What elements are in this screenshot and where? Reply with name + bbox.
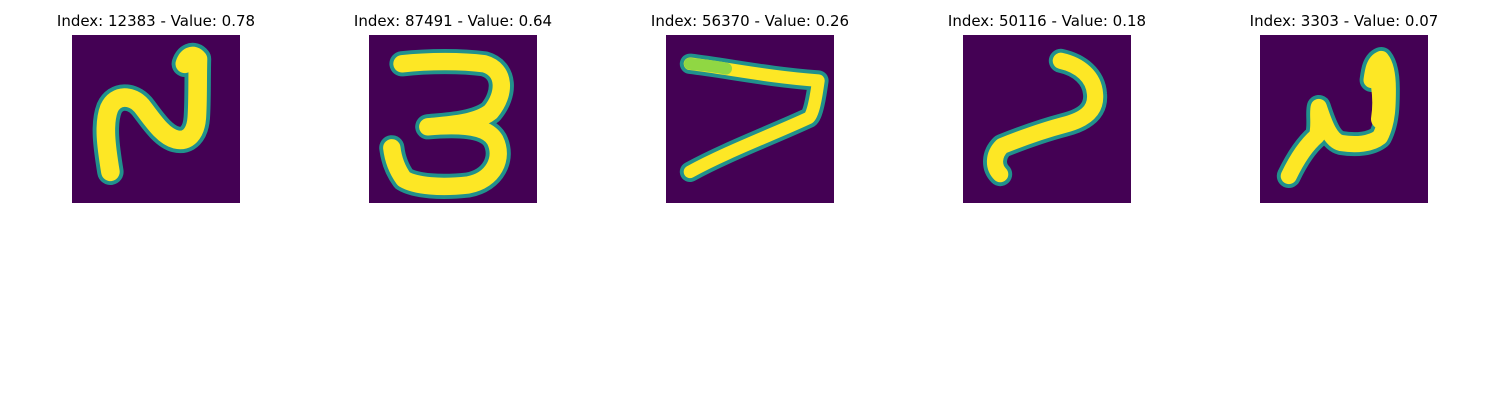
- digit-stroke: [383, 52, 510, 196]
- digit-stroke: [96, 46, 208, 182]
- image-panel-2: Index: 87491 - Value: 0.64: [303, 0, 603, 400]
- image-panel-1: Index: 12383 - Value: 0.78: [6, 0, 306, 400]
- digit-stroke: [986, 52, 1104, 183]
- image-panel-5: Index: 3303 - Value: 0.07: [1194, 0, 1494, 400]
- digit-stroke-highlight: [684, 57, 732, 75]
- digit-image-5: [1260, 35, 1428, 203]
- image-panel-3: Index: 56370 - Value: 0.26: [600, 0, 900, 400]
- panel-title: Index: 12383 - Value: 0.78: [56, 12, 256, 30]
- digit-image-1: [72, 35, 240, 203]
- panel-title: Index: 50116 - Value: 0.18: [947, 12, 1147, 30]
- digit-image-2: [369, 35, 537, 203]
- panel-title: Index: 87491 - Value: 0.64: [353, 12, 553, 30]
- digit-image-3: [666, 35, 834, 203]
- image-panel-4: Index: 50116 - Value: 0.18: [897, 0, 1197, 400]
- panel-title: Index: 56370 - Value: 0.26: [650, 12, 850, 30]
- digit-stroke-thick: [1367, 57, 1393, 130]
- digit-stroke: [683, 57, 825, 179]
- digit-image-4: [963, 35, 1131, 203]
- panel-title: Index: 3303 - Value: 0.07: [1249, 12, 1439, 30]
